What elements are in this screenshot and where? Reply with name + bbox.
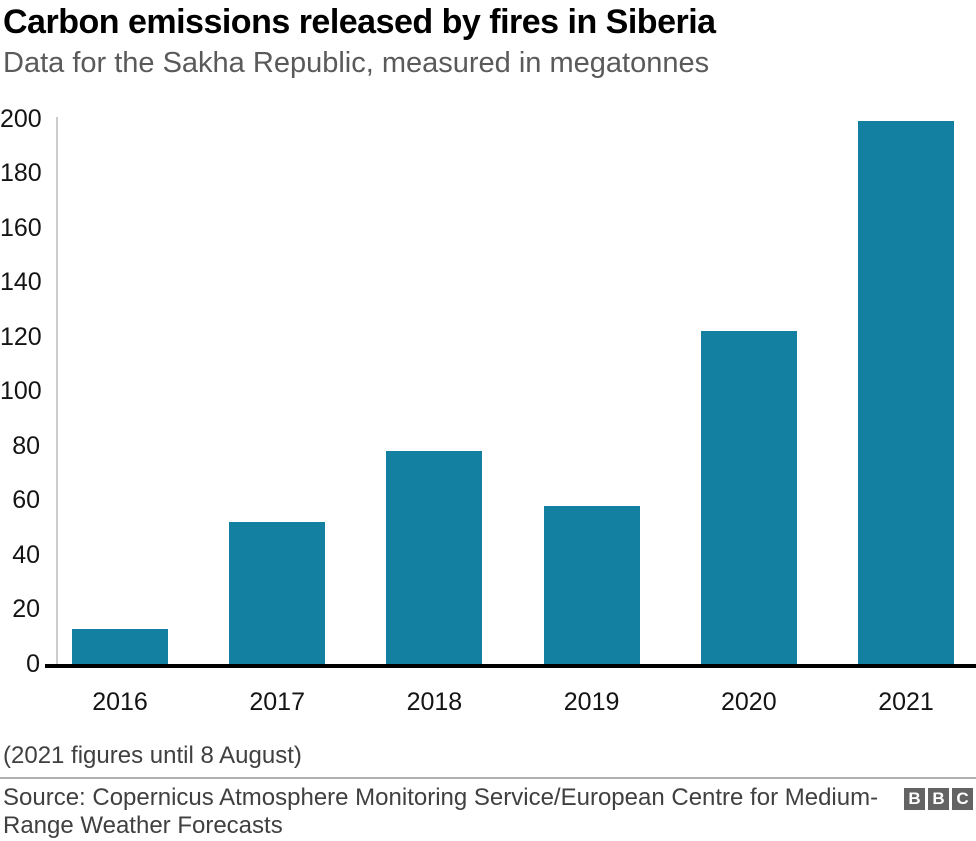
x-axis-label: 2018 — [406, 688, 463, 716]
y-tick-label: 40 — [12, 540, 40, 569]
y-tick-label: 100 — [0, 377, 42, 406]
x-axis-label: 2016 — [92, 688, 148, 716]
bar-2018 — [386, 451, 483, 664]
y-axis-line — [56, 117, 58, 665]
x-axis-baseline — [45, 664, 976, 668]
logo-letter-block: B — [904, 788, 925, 810]
y-tick-label: 120 — [0, 322, 42, 351]
source-attribution: Source: Copernicus Atmosphere Monitoring… — [3, 784, 879, 839]
bar-2020 — [700, 331, 797, 664]
x-axis-label: 2019 — [563, 688, 620, 716]
y-tick-label: 0 — [26, 650, 40, 678]
chart-subtitle: Data for the Sakha Republic, measured in… — [3, 47, 710, 79]
logo-letter-block: C — [952, 788, 973, 810]
bar-2016 — [72, 628, 168, 664]
x-axis-label: 2021 — [878, 688, 934, 716]
footer-divider — [0, 777, 976, 779]
bar-2021 — [858, 121, 954, 664]
bar-chart-plot-area: 0 20 40 60 80 100 120 140 160 180 200 2016 2017 2018 2… — [0, 104, 976, 716]
y-tick-label: 180 — [0, 159, 42, 188]
logo-letter-block: B — [928, 788, 949, 810]
chart-title: Carbon emissions released by fires in Si… — [3, 3, 716, 41]
y-tick-label: 160 — [0, 213, 42, 242]
x-axis-label: 2020 — [720, 688, 777, 716]
bar-2019 — [543, 505, 640, 664]
y-tick-label: 200 — [0, 104, 42, 133]
chart-footnote: (2021 figures until 8 August) — [3, 742, 302, 769]
bar-2017 — [229, 522, 326, 664]
x-axis-label: 2017 — [249, 688, 305, 716]
y-tick-label: 80 — [12, 431, 40, 460]
y-tick-label: 140 — [0, 268, 42, 297]
y-tick-label: 60 — [12, 486, 40, 515]
y-tick-label: 20 — [12, 595, 40, 624]
